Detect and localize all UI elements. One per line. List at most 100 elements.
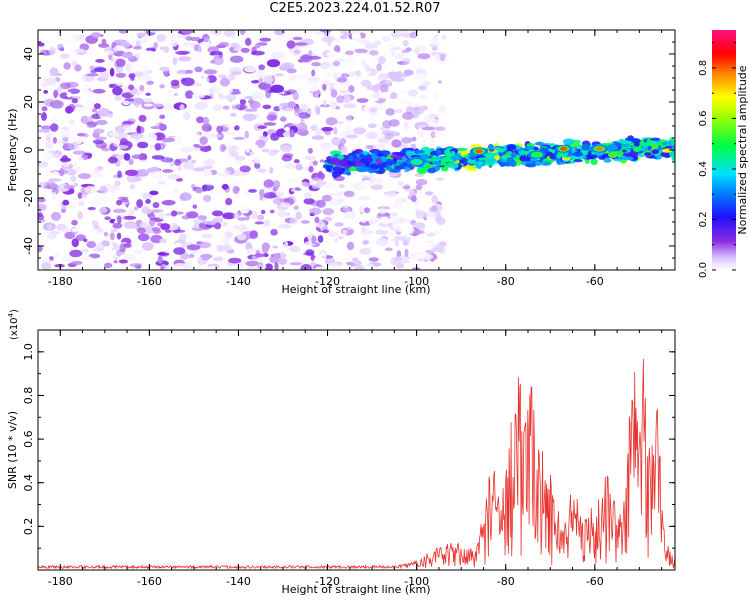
noise-blob <box>436 243 444 253</box>
y-tick-label: -20 <box>22 189 35 207</box>
noise-blob <box>238 224 248 233</box>
noise-blob <box>333 237 339 243</box>
noise-blob <box>417 53 431 60</box>
noise-blob <box>280 116 287 122</box>
noise-blob <box>290 188 296 192</box>
noise-blob <box>368 257 379 262</box>
noise-blob <box>128 73 136 79</box>
noise-blob <box>187 155 192 161</box>
noise-blob <box>112 86 123 96</box>
noise-blob <box>377 56 386 65</box>
noise-blob <box>135 169 150 177</box>
noise-blob <box>344 58 355 65</box>
noise-blob <box>63 62 71 70</box>
noise-blob <box>306 141 312 149</box>
noise-blob <box>314 266 325 270</box>
noise-blob <box>305 249 315 256</box>
noise-blob <box>118 30 129 34</box>
noise-blob <box>133 46 142 50</box>
x-tick-label: -120 <box>315 275 340 288</box>
noise-blob <box>129 133 144 140</box>
signal-blob <box>501 154 510 160</box>
noise-blob <box>141 206 150 215</box>
noise-blob <box>249 100 261 109</box>
signal-blob <box>355 161 363 167</box>
noise-blob <box>399 100 412 104</box>
noise-blob <box>434 132 444 138</box>
signal-blob <box>633 141 640 147</box>
signal-blob <box>497 148 506 153</box>
noise-blob <box>402 57 411 65</box>
noise-blob <box>180 146 194 153</box>
noise-blob <box>161 169 174 173</box>
noise-blob <box>292 78 305 82</box>
noise-blob <box>321 35 335 43</box>
noise-blob <box>154 143 161 151</box>
signal-blob <box>440 166 449 172</box>
noise-blob <box>186 244 201 251</box>
noise-blob <box>174 159 181 166</box>
noise-blob <box>48 150 56 154</box>
noise-blob <box>192 227 204 232</box>
svg-text:(x104): (x104) <box>7 309 20 340</box>
noise-blob <box>108 156 118 164</box>
noise-blob <box>118 196 129 200</box>
signal-blob <box>524 163 537 168</box>
noise-blob <box>334 190 346 197</box>
noise-blob <box>54 264 65 268</box>
noise-blob <box>137 227 146 234</box>
noise-blob <box>172 229 186 233</box>
noise-blob <box>424 191 434 196</box>
noise-blob <box>158 181 166 185</box>
noise-blob <box>323 144 333 153</box>
noise-blob <box>188 253 195 258</box>
peak-blob <box>533 152 541 157</box>
noise-blob <box>140 159 149 163</box>
noise-blob <box>368 218 376 226</box>
noise-blob <box>206 265 219 270</box>
noise-blob <box>254 221 265 225</box>
noise-blob <box>43 90 49 94</box>
noise-blob <box>142 192 150 200</box>
noise-blob <box>316 131 321 136</box>
noise-blob <box>264 263 273 270</box>
noise-blob <box>103 231 109 237</box>
noise-blob <box>60 130 71 135</box>
noise-blob <box>271 51 285 60</box>
noise-blob <box>191 249 203 255</box>
noise-blob <box>284 126 291 132</box>
signal-blob <box>644 152 652 157</box>
noise-blob <box>403 69 414 76</box>
noise-blob <box>394 256 402 262</box>
noise-blob <box>83 99 95 106</box>
figure-title: C2E5.2023.224.01.52.R07 <box>269 1 441 16</box>
snr-line <box>38 358 675 570</box>
snr-y-scale-suffix: ) <box>9 309 20 313</box>
noise-blob <box>98 43 110 48</box>
noise-blob <box>123 153 131 161</box>
noise-blob <box>384 79 392 84</box>
noise-blob <box>46 224 53 231</box>
noise-blob <box>390 50 396 57</box>
noise-blob <box>116 82 124 86</box>
noise-blob <box>70 175 77 183</box>
noise-blob <box>212 203 218 212</box>
noise-blob <box>89 65 95 71</box>
noise-blob <box>71 260 83 265</box>
noise-blob <box>388 119 400 127</box>
noise-blob <box>136 32 146 38</box>
noise-blob <box>152 103 164 108</box>
noise-blob <box>397 30 409 34</box>
noise-blob <box>339 137 347 145</box>
noise-blob <box>202 165 214 169</box>
noise-blob <box>192 132 200 138</box>
noise-blob <box>233 47 242 52</box>
noise-blob <box>289 245 301 253</box>
noise-blob <box>360 117 366 124</box>
noise-blob <box>309 159 314 168</box>
noise-blob <box>369 107 378 113</box>
noise-blob <box>198 264 203 268</box>
noise-blob <box>94 67 107 73</box>
